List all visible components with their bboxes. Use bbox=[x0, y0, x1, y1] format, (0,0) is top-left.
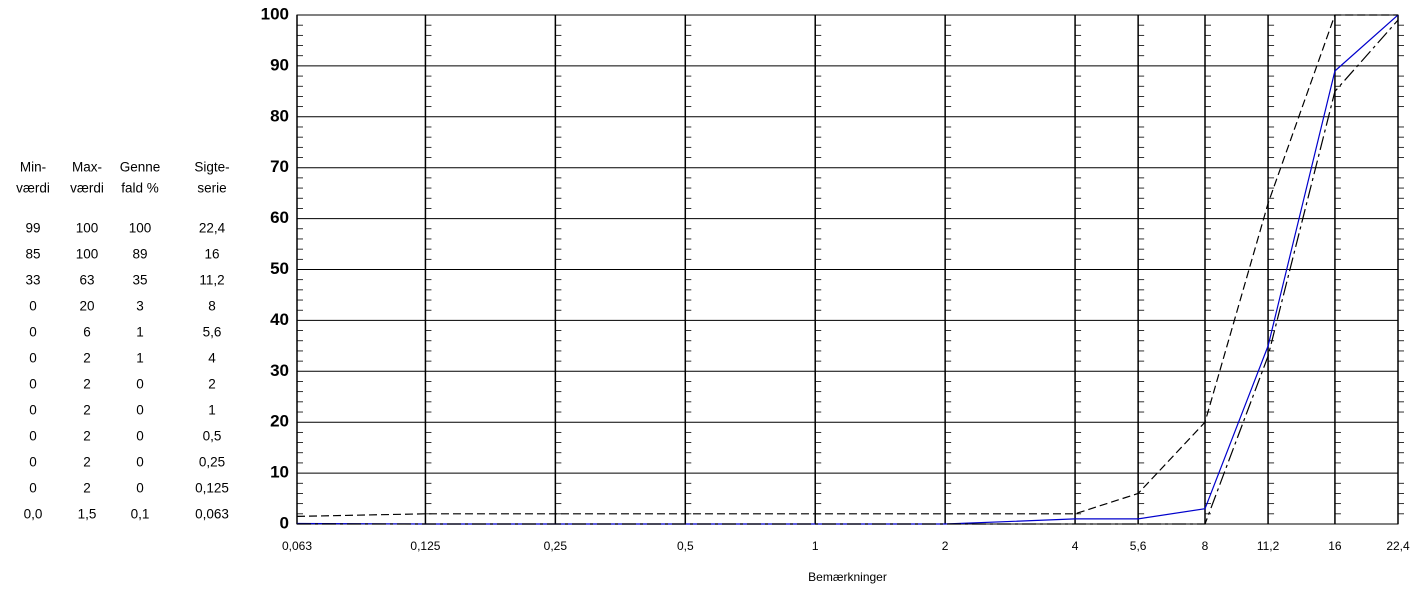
table-cell: 33 bbox=[25, 273, 40, 288]
table-cell: 3 bbox=[136, 299, 144, 314]
y-tick-label: 100 bbox=[261, 4, 289, 23]
table-cell: 0 bbox=[29, 377, 37, 392]
table-cell: 5,6 bbox=[203, 325, 222, 340]
table-cell: 0,063 bbox=[195, 507, 229, 522]
table-cell: 35 bbox=[132, 273, 147, 288]
table-cell: 0,0 bbox=[24, 507, 43, 522]
x-tick-label: 0,063 bbox=[282, 539, 312, 553]
y-tick-label: 20 bbox=[270, 412, 289, 431]
table-cell: 11,2 bbox=[199, 273, 224, 288]
table-cell: 2 bbox=[83, 351, 91, 366]
x-tick-label: 16 bbox=[1328, 539, 1342, 553]
y-tick-label: 70 bbox=[270, 157, 289, 176]
x-tick-label: 0,5 bbox=[677, 539, 694, 553]
table-cell: 0,125 bbox=[195, 481, 229, 496]
x-tick-label: 8 bbox=[1202, 539, 1209, 553]
table-cell: 0 bbox=[136, 403, 144, 418]
table-cell: 100 bbox=[76, 221, 99, 236]
table-cell: 2 bbox=[83, 377, 91, 392]
x-tick-label: 1 bbox=[812, 539, 819, 553]
table-cell: 0,5 bbox=[203, 429, 222, 444]
table-header: fald % bbox=[121, 181, 159, 196]
table-cell: 2 bbox=[83, 429, 91, 444]
x-tick-label: 0,25 bbox=[544, 539, 568, 553]
table-cell: 0 bbox=[29, 481, 37, 496]
series-line bbox=[297, 19, 1399, 525]
table-cell: 89 bbox=[132, 247, 147, 262]
table-cell: 0 bbox=[29, 429, 37, 444]
table-cell: 8 bbox=[208, 299, 216, 314]
table-header: Min- bbox=[20, 160, 46, 175]
table-cell: 99 bbox=[25, 221, 40, 236]
x-tick-label: 5,6 bbox=[1130, 539, 1147, 553]
table-cell: 0 bbox=[136, 429, 144, 444]
table-header: Max- bbox=[72, 160, 102, 175]
x-tick-label: 11,2 bbox=[1257, 539, 1280, 553]
table-cell: 1,5 bbox=[78, 507, 97, 522]
table-cell: 0 bbox=[136, 481, 144, 496]
table-cell: 1 bbox=[208, 403, 216, 418]
table-header: serie bbox=[197, 181, 226, 196]
y-tick-label: 80 bbox=[270, 106, 289, 125]
table-cell: 4 bbox=[208, 351, 216, 366]
table-cell: 0,25 bbox=[199, 455, 225, 470]
table-cell: 100 bbox=[129, 221, 152, 236]
x-tick-label: 2 bbox=[942, 539, 949, 553]
x-tick-label: 4 bbox=[1072, 539, 1079, 553]
table-cell: 85 bbox=[25, 247, 40, 262]
table-header: værdi bbox=[16, 181, 50, 196]
series-line bbox=[296, 14, 1398, 517]
y-tick-label: 10 bbox=[270, 463, 289, 482]
table-cell: 2 bbox=[83, 455, 91, 470]
table-cell: 0 bbox=[29, 455, 37, 470]
table-cell: 6 bbox=[83, 325, 91, 340]
x-tick-label: 0,125 bbox=[410, 539, 440, 553]
table-cell: 0 bbox=[136, 377, 144, 392]
y-tick-label: 0 bbox=[280, 513, 289, 532]
table-cell: 0 bbox=[29, 403, 37, 418]
table-cell: 1 bbox=[136, 351, 144, 366]
x-tick-label: 22,4 bbox=[1386, 539, 1410, 553]
table-cell: 0 bbox=[136, 455, 144, 470]
table-cell: 1 bbox=[136, 325, 144, 340]
table-cell: 2 bbox=[83, 403, 91, 418]
table-cell: 16 bbox=[204, 247, 219, 262]
table-cell: 0 bbox=[29, 325, 37, 340]
y-tick-label: 90 bbox=[270, 55, 289, 74]
table-cell: 63 bbox=[79, 273, 94, 288]
table-cell: 100 bbox=[76, 247, 99, 262]
table-cell: 0,1 bbox=[131, 507, 150, 522]
table-header: Genne bbox=[120, 160, 161, 175]
y-tick-label: 50 bbox=[270, 259, 289, 278]
x-axis-label: Bemærkninger bbox=[808, 570, 887, 584]
table-cell: 2 bbox=[208, 377, 216, 392]
y-tick-label: 40 bbox=[270, 310, 289, 329]
table-cell: 20 bbox=[79, 299, 94, 314]
table-header: Sigte- bbox=[194, 160, 229, 175]
table-cell: 0 bbox=[29, 351, 37, 366]
table-header: værdi bbox=[70, 181, 104, 196]
table-cell: 2 bbox=[83, 481, 91, 496]
y-tick-label: 30 bbox=[270, 361, 289, 380]
table-cell: 0 bbox=[29, 299, 37, 314]
table-cell: 22,4 bbox=[199, 221, 226, 236]
y-tick-label: 60 bbox=[270, 208, 289, 227]
